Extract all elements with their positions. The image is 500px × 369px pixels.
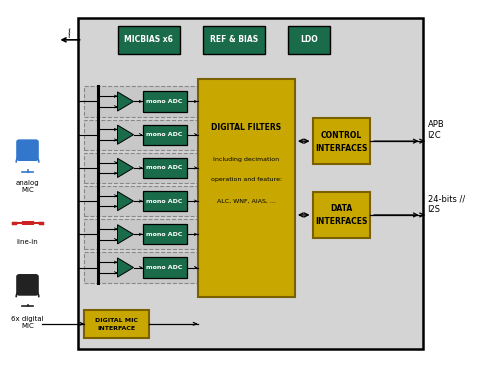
Text: mono ADC: mono ADC — [146, 265, 182, 270]
Bar — [142, 125, 186, 145]
Polygon shape — [118, 192, 134, 211]
Bar — [84, 219, 209, 249]
Text: APB
I2C: APB I2C — [428, 120, 444, 140]
Text: REF & BIAS: REF & BIAS — [210, 35, 258, 44]
Bar — [202, 26, 265, 54]
Bar — [78, 18, 422, 349]
Bar — [84, 252, 209, 283]
Text: mono ADC: mono ADC — [146, 199, 182, 204]
Polygon shape — [118, 158, 134, 177]
Text: DATA: DATA — [330, 204, 352, 213]
Text: 6x digital
MIC: 6x digital MIC — [11, 316, 44, 330]
Text: mono ADC: mono ADC — [146, 99, 182, 104]
Text: ALC, WNF, AIAS, ...: ALC, WNF, AIAS, ... — [217, 199, 276, 204]
Bar — [142, 258, 186, 277]
Bar — [312, 192, 370, 238]
Bar — [118, 26, 180, 54]
Polygon shape — [118, 125, 134, 144]
Bar — [22, 221, 34, 225]
Text: CONTROL: CONTROL — [320, 131, 362, 139]
Text: MICBIAS x6: MICBIAS x6 — [124, 35, 173, 44]
Text: 24-bits //
I2S: 24-bits // I2S — [428, 194, 465, 214]
Text: INTERFACES: INTERFACES — [315, 144, 368, 152]
Polygon shape — [118, 258, 134, 277]
Polygon shape — [118, 92, 134, 111]
Bar — [142, 224, 186, 245]
Text: DIGITAL MIC: DIGITAL MIC — [95, 318, 138, 323]
Bar — [84, 153, 209, 183]
FancyBboxPatch shape — [17, 140, 38, 161]
Text: line-in: line-in — [16, 239, 38, 245]
Text: Including decimation: Including decimation — [213, 158, 280, 162]
Bar — [84, 86, 209, 117]
FancyBboxPatch shape — [17, 275, 38, 295]
Text: INTERFACES: INTERFACES — [315, 217, 368, 226]
Text: operation and feature:: operation and feature: — [210, 177, 282, 182]
Bar — [84, 310, 149, 338]
Polygon shape — [118, 225, 134, 244]
Bar — [312, 118, 370, 164]
Bar — [142, 158, 186, 178]
Text: mono ADC: mono ADC — [146, 132, 182, 137]
Bar — [142, 92, 186, 112]
Bar — [84, 120, 209, 150]
Text: analog
MIC: analog MIC — [16, 180, 40, 193]
Text: DIGITAL FILTERS: DIGITAL FILTERS — [211, 123, 282, 132]
Text: mono ADC: mono ADC — [146, 232, 182, 237]
Bar — [84, 186, 209, 216]
Bar — [288, 26, 330, 54]
Text: mono ADC: mono ADC — [146, 165, 182, 170]
Text: /: / — [67, 28, 73, 39]
Text: INTERFACE: INTERFACE — [98, 326, 136, 331]
Text: LDO: LDO — [300, 35, 318, 44]
Bar — [142, 191, 186, 211]
Bar — [198, 79, 295, 297]
